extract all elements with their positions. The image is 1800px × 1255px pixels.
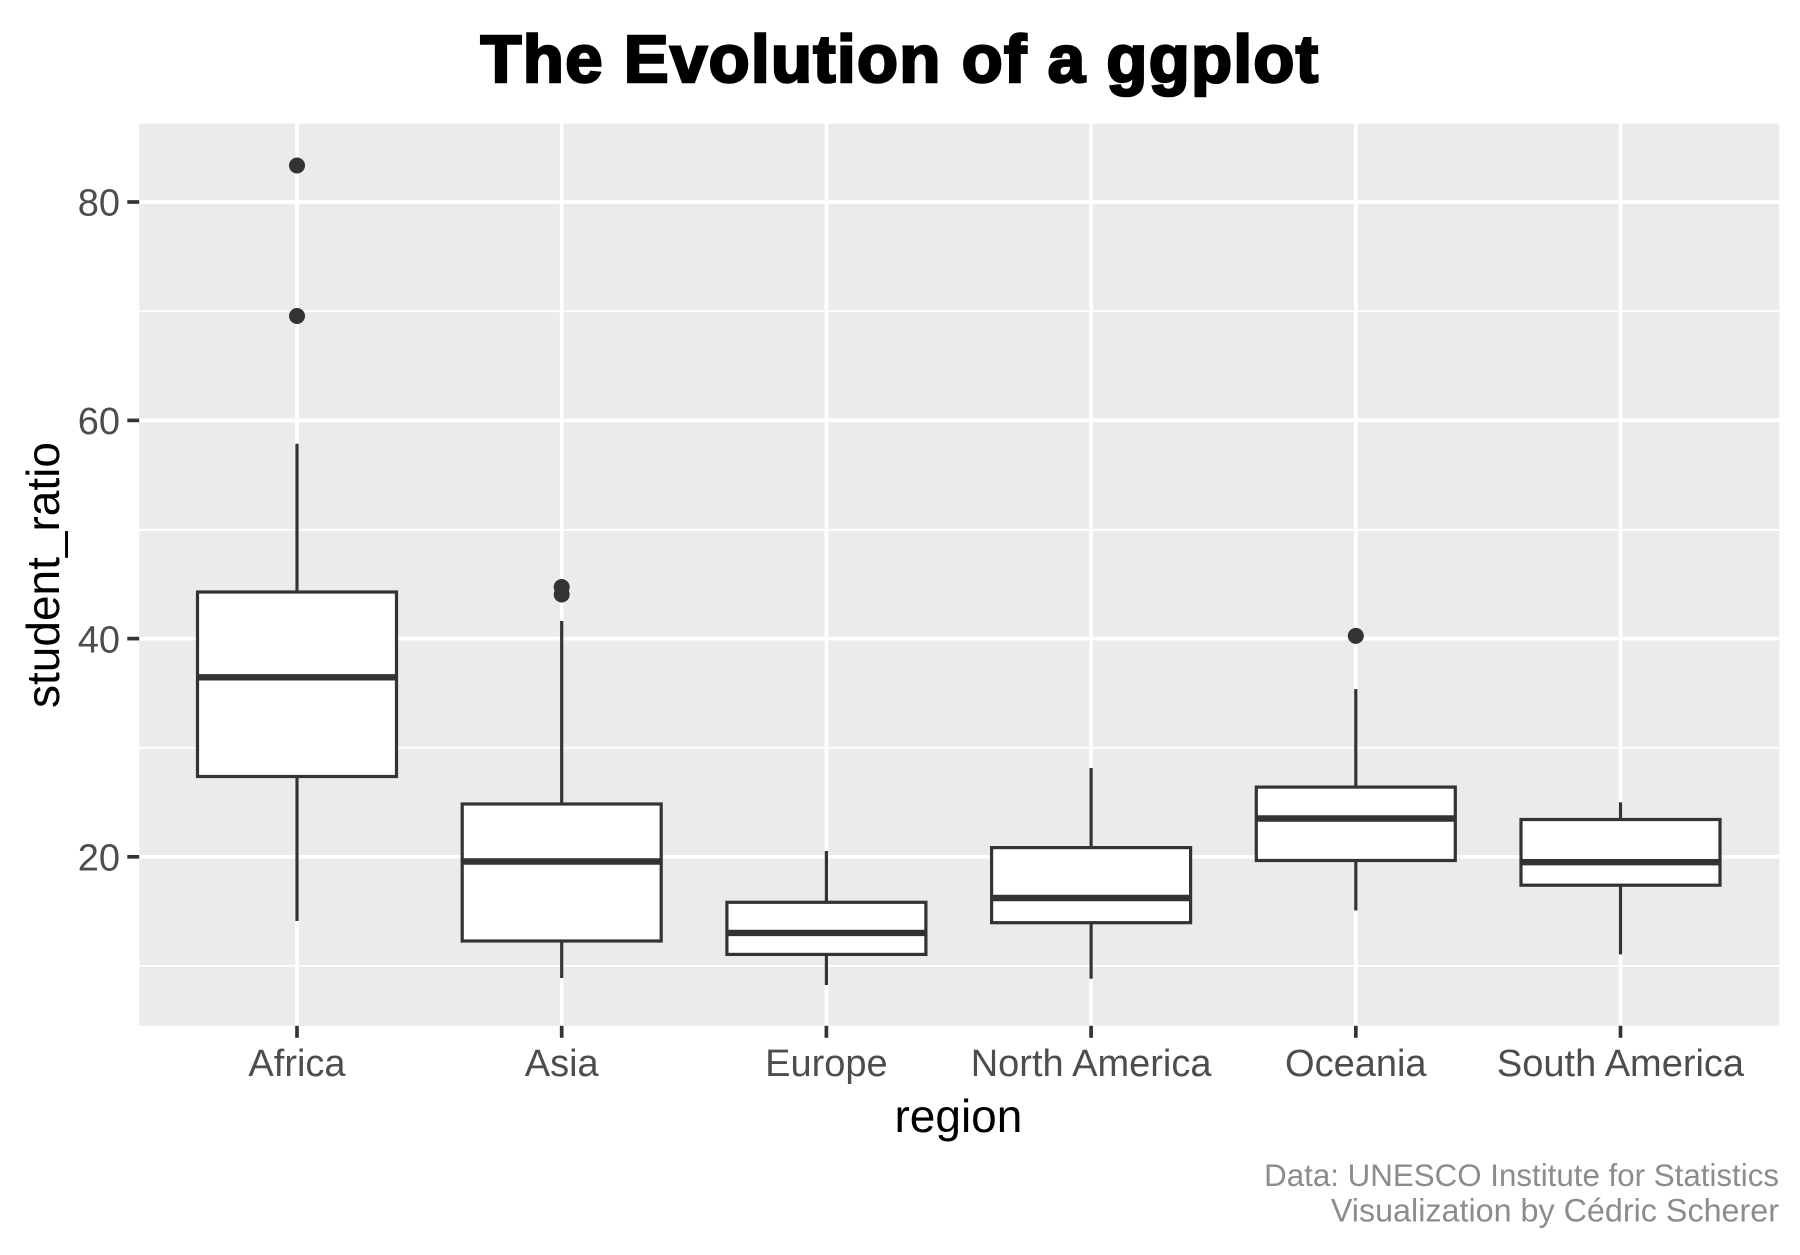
svg-text:80: 80: [78, 183, 120, 225]
svg-text:South America: South America: [1497, 1043, 1745, 1085]
svg-text:Oceania: Oceania: [1285, 1043, 1427, 1085]
svg-text:student_ratio: student_ratio: [17, 442, 69, 708]
svg-text:region: region: [894, 1090, 1022, 1142]
svg-text:The Evolution of a ggplot: The Evolution of a ggplot: [481, 22, 1320, 97]
svg-text:20: 20: [78, 838, 120, 880]
svg-text:Data: UNESCO Institute for Sta: Data: UNESCO Institute for Statistics: [1264, 1158, 1779, 1193]
svg-text:Visualization by Cédric Schere: Visualization by Cédric Scherer: [1331, 1193, 1779, 1229]
svg-text:North America: North America: [971, 1043, 1213, 1085]
svg-text:Asia: Asia: [525, 1043, 600, 1085]
svg-text:Africa: Africa: [248, 1043, 346, 1085]
svg-text:Europe: Europe: [765, 1043, 888, 1085]
svg-text:60: 60: [78, 401, 120, 443]
svg-text:40: 40: [78, 619, 120, 661]
